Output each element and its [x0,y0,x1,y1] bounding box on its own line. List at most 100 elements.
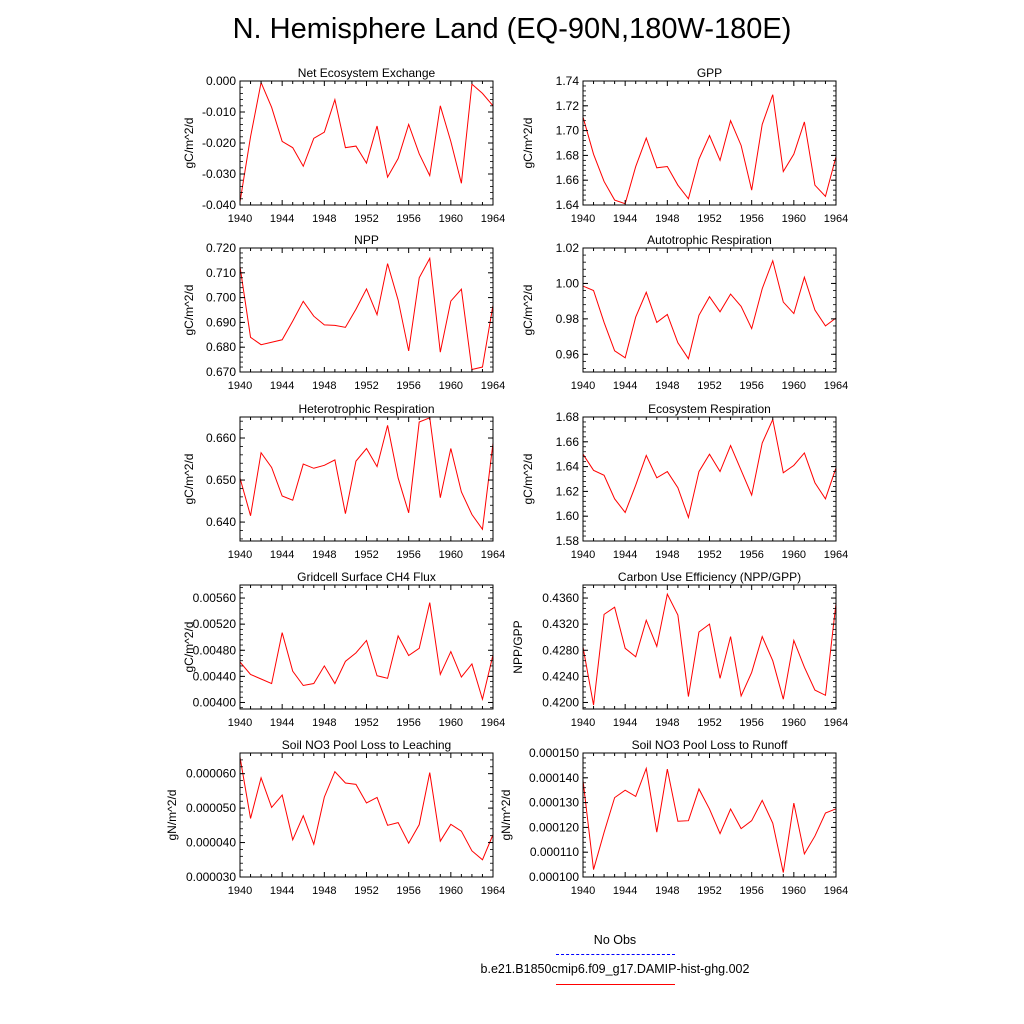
x-tick-label: 1952 [697,380,721,392]
x-tick-label: 1952 [354,885,378,897]
y-tick-label: 1.60 [556,509,580,523]
y-tick-label: 0.4360 [542,591,579,605]
x-tick-label: 1944 [613,717,637,729]
y-tick-label: 1.70 [556,124,580,138]
y-tick-label: 0.000 [206,74,236,88]
y-axis-label: gC/m^2/d [182,454,196,505]
plot-frame [582,752,837,878]
x-tick-label: 1956 [396,717,420,729]
x-tick-label: 1940 [571,717,595,729]
x-tick-label: 1956 [739,380,763,392]
x-tick-label: 1964 [824,213,848,225]
x-tick-label: 1960 [782,717,806,729]
x-tick-label: 1952 [354,549,378,561]
x-tick-label: 1960 [782,549,806,561]
y-axis-label: gN/m^2/d [499,790,513,841]
x-tick-label: 1952 [697,885,721,897]
series-line [239,80,494,202]
x-tick-label: 1948 [312,380,336,392]
x-tick-label: 1956 [396,885,420,897]
series-line [582,592,837,706]
y-tick-label: 0.00560 [193,591,237,605]
series-line [582,94,837,205]
x-tick-label: 1956 [739,885,763,897]
x-tick-label: 1948 [655,885,679,897]
x-tick-label: 1940 [228,549,252,561]
chart-panel-7: 1940 1944 1948 1952 1956 1960 1964 0.00400 0.004… [182,570,505,729]
chart-title: Net Ecosystem Exchange [298,66,436,80]
x-tick-label: 1948 [655,213,679,225]
y-tick-label: 0.4200 [542,695,579,709]
x-tick-label: 1944 [613,549,637,561]
y-tick-label: 1.00 [556,276,580,290]
y-tick-label: 1.66 [556,435,580,449]
chart-panel-6: 1940 1944 1948 1952 1956 1960 1964 1.58 1.60 1.62… [521,402,848,561]
x-tick-label: 1948 [312,213,336,225]
y-tick-label: 0.670 [206,365,236,379]
chart-panel-1: 1940 1944 1948 1952 1956 1960 1964 -0.040 -0.030… [182,66,505,225]
plot-frame [239,247,494,373]
series-line [239,256,494,371]
y-axis-label: gC/m^2/d [521,454,535,505]
y-axis-label: NPP/GPP [511,620,525,673]
y-tick-label: -0.010 [202,105,236,119]
chart-panel-5: 1940 1944 1948 1952 1956 1960 1964 0.640 0.650 0.… [182,402,505,561]
legend-obs-line [556,954,675,955]
x-tick-label: 1964 [824,549,848,561]
x-tick-label: 1952 [354,380,378,392]
series-line [239,602,494,702]
x-tick-label: 1952 [697,549,721,561]
y-tick-label: 0.000120 [529,820,579,834]
plot-frame [239,416,494,542]
x-tick-label: 1964 [481,717,505,729]
y-tick-label: -0.030 [202,167,236,181]
y-tick-label: 0.00480 [193,643,237,657]
chart-panel-9: 1940 1944 1948 1952 1956 1960 1964 0.000030 0.00… [165,738,505,897]
x-tick-label: 1964 [824,885,848,897]
y-tick-label: -0.040 [202,198,236,212]
y-axis-label: gC/m^2/d [182,622,196,673]
chart-title: Soil NO3 Pool Loss to Runoff [632,738,789,752]
x-tick-label: 1952 [697,213,721,225]
series-line [239,417,494,531]
x-tick-label: 1960 [782,885,806,897]
x-tick-label: 1964 [481,885,505,897]
chart-title: Soil NO3 Pool Loss to Leaching [282,738,451,752]
y-tick-label: 0.720 [206,241,236,255]
x-tick-label: 1956 [739,213,763,225]
x-tick-label: 1948 [312,549,336,561]
y-tick-label: 1.68 [556,410,580,424]
x-tick-label: 1940 [228,717,252,729]
y-tick-label: 1.66 [556,173,580,187]
y-tick-label: 1.68 [556,148,580,162]
x-tick-label: 1948 [312,885,336,897]
x-tick-label: 1944 [270,213,294,225]
x-tick-label: 1940 [228,380,252,392]
y-tick-label: 0.690 [206,315,236,329]
x-tick-label: 1960 [439,380,463,392]
x-tick-label: 1944 [613,213,637,225]
y-tick-label: 0.4320 [542,617,579,631]
x-tick-label: 1948 [655,380,679,392]
x-tick-label: 1944 [270,380,294,392]
x-tick-label: 1960 [782,380,806,392]
y-tick-label: 0.000150 [529,746,579,760]
chart-title: Autotrophic Respiration [647,233,772,247]
page-title: N. Hemisphere Land (EQ-90N,180W-180E) [232,13,792,45]
legend-model-line [556,984,675,985]
y-tick-label: 0.640 [206,515,236,529]
x-tick-label: 1960 [439,213,463,225]
plot-frame [582,247,837,373]
x-tick-label: 1944 [613,885,637,897]
x-tick-label: 1964 [481,380,505,392]
x-tick-label: 1956 [396,549,420,561]
y-axis-label: gC/m^2/d [521,118,535,169]
series-line [582,259,837,360]
chart-panel-4: 1940 1944 1948 1952 1956 1960 1964 0.96 0.98 1.00… [521,233,848,392]
x-tick-label: 1952 [354,717,378,729]
y-tick-label: 0.98 [556,312,580,326]
x-tick-label: 1944 [270,885,294,897]
y-tick-label: 0.000110 [530,845,579,859]
chart-panel-3: 1940 1944 1948 1952 1956 1960 1964 0.670 0.680 0.… [182,233,505,392]
